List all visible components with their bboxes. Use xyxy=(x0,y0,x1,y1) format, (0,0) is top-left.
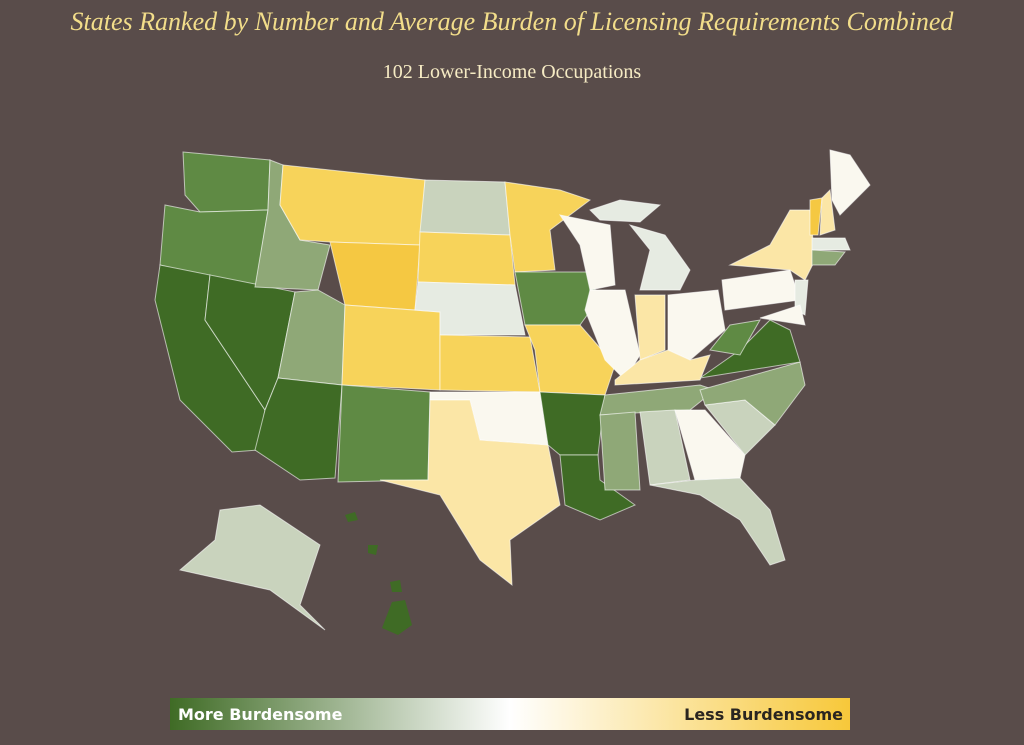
state xyxy=(628,224,691,291)
state xyxy=(599,384,717,416)
state xyxy=(390,580,402,592)
state xyxy=(504,181,592,273)
state xyxy=(634,294,666,361)
state xyxy=(368,545,378,555)
state xyxy=(809,197,823,236)
state xyxy=(819,188,836,236)
state xyxy=(721,269,801,311)
state xyxy=(559,454,637,521)
state xyxy=(382,600,412,635)
state xyxy=(811,249,846,266)
state xyxy=(649,477,786,566)
state xyxy=(558,214,616,291)
subtitle: 102 Lower-Income Occupations xyxy=(383,61,642,83)
state xyxy=(329,241,421,311)
state xyxy=(667,289,726,361)
state xyxy=(379,399,561,587)
state xyxy=(728,209,816,281)
state xyxy=(337,384,431,483)
state xyxy=(614,349,711,386)
state xyxy=(811,237,851,251)
state xyxy=(639,409,691,486)
state xyxy=(759,304,806,326)
state xyxy=(599,411,641,491)
state xyxy=(589,199,662,223)
state xyxy=(829,149,871,216)
legend-left-label: More Burdensome xyxy=(178,705,343,724)
state xyxy=(182,151,271,213)
state xyxy=(341,304,441,391)
state xyxy=(539,391,606,456)
state xyxy=(279,164,426,246)
state xyxy=(699,319,801,379)
title: States Ranked by Number and Average Burd… xyxy=(71,7,955,36)
state xyxy=(514,271,599,326)
us-map xyxy=(154,149,871,635)
legend-right-label: Less Burdensome xyxy=(684,705,843,724)
legend-gradient xyxy=(170,698,850,730)
state xyxy=(419,179,511,236)
state xyxy=(674,409,746,481)
state xyxy=(345,512,358,522)
state xyxy=(709,319,761,356)
state xyxy=(439,334,541,393)
state xyxy=(178,504,326,631)
state xyxy=(417,231,516,286)
